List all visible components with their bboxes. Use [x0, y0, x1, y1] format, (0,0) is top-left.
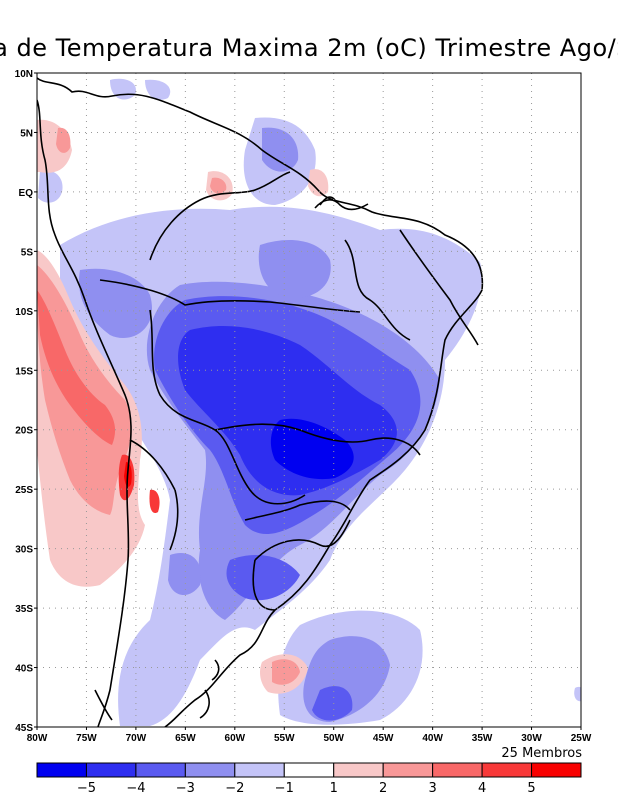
map-title: ia de Temperatura Maxima 2m (oC) Trimest… [0, 34, 618, 62]
longitude-labels: 80W 75W 70W 65W 60W 55W 50W 45W 40W 35W 30W 25W [27, 727, 592, 744]
colorbar-swatch [36, 762, 87, 778]
colorbar-tick-label: 2 [379, 781, 387, 796]
colorbar-tick-label: −2 [225, 781, 244, 796]
plot-frame [36, 72, 582, 728]
colorbar-swatch [531, 762, 582, 778]
lon-label: 50W [323, 733, 344, 744]
members-note: 25 Membros [501, 746, 582, 761]
colorbar-swatch [432, 762, 483, 778]
latitude-labels: 10N 5N EQ 5S 10S 15S 20S 25S 30S 35S 40S 45S [15, 69, 37, 734]
colorbar-swatch [333, 762, 384, 778]
lat-label: 30S [15, 545, 33, 556]
colorbar-swatch [481, 762, 533, 778]
lon-label: 65W [175, 733, 196, 744]
lon-label: 80W [27, 733, 48, 744]
lat-label: 5N [20, 128, 33, 139]
colorbar-tick-label: −4 [126, 781, 145, 796]
anomaly-level-plus3 [37, 290, 116, 445]
colorbar-tick-label: 1 [330, 781, 338, 796]
lon-label: 70W [126, 733, 147, 744]
lat-label: 10S [15, 307, 33, 318]
colorbar: −5 −4 −3 −2 −1 1 2 3 4 5 [36, 762, 582, 796]
lon-label: 55W [274, 733, 295, 744]
lat-label: 15S [15, 366, 33, 377]
anomaly-level-minus5 [270, 418, 354, 480]
lat-label: 35S [15, 604, 33, 615]
lat-label: 40S [15, 664, 33, 675]
colorbar-tick-label: −1 [275, 781, 294, 796]
lon-label: 25W [571, 733, 592, 744]
colorbar-swatch [184, 762, 236, 778]
lon-label: 60W [225, 733, 246, 744]
lat-label: 20S [15, 426, 33, 437]
lon-label: 35W [472, 733, 493, 744]
lon-label: 30W [521, 733, 542, 744]
colorbar-swatch [234, 762, 285, 778]
colorbar-tick-label: −3 [176, 781, 195, 796]
lon-label: 45W [373, 733, 394, 744]
colorbar-tick-label: −5 [77, 781, 96, 796]
lat-label: 25S [15, 485, 33, 496]
colorbar-tick-label: 3 [428, 781, 436, 796]
lat-lon-grid [37, 73, 581, 727]
lon-label: 40W [422, 733, 443, 744]
colorbar-swatch [382, 762, 434, 778]
colorbar-swatch [283, 762, 335, 778]
colorbar-swatch [135, 762, 186, 778]
lat-label: EQ [19, 188, 34, 199]
colorbar-tick-label: 5 [527, 781, 535, 796]
lon-label: 75W [76, 733, 97, 744]
lat-label: 10N [15, 69, 33, 80]
lat-label: 45S [15, 723, 33, 734]
colorbar-tick-label: 4 [478, 781, 486, 796]
colorbar-swatch [85, 762, 137, 778]
lat-label: 5S [21, 247, 34, 258]
